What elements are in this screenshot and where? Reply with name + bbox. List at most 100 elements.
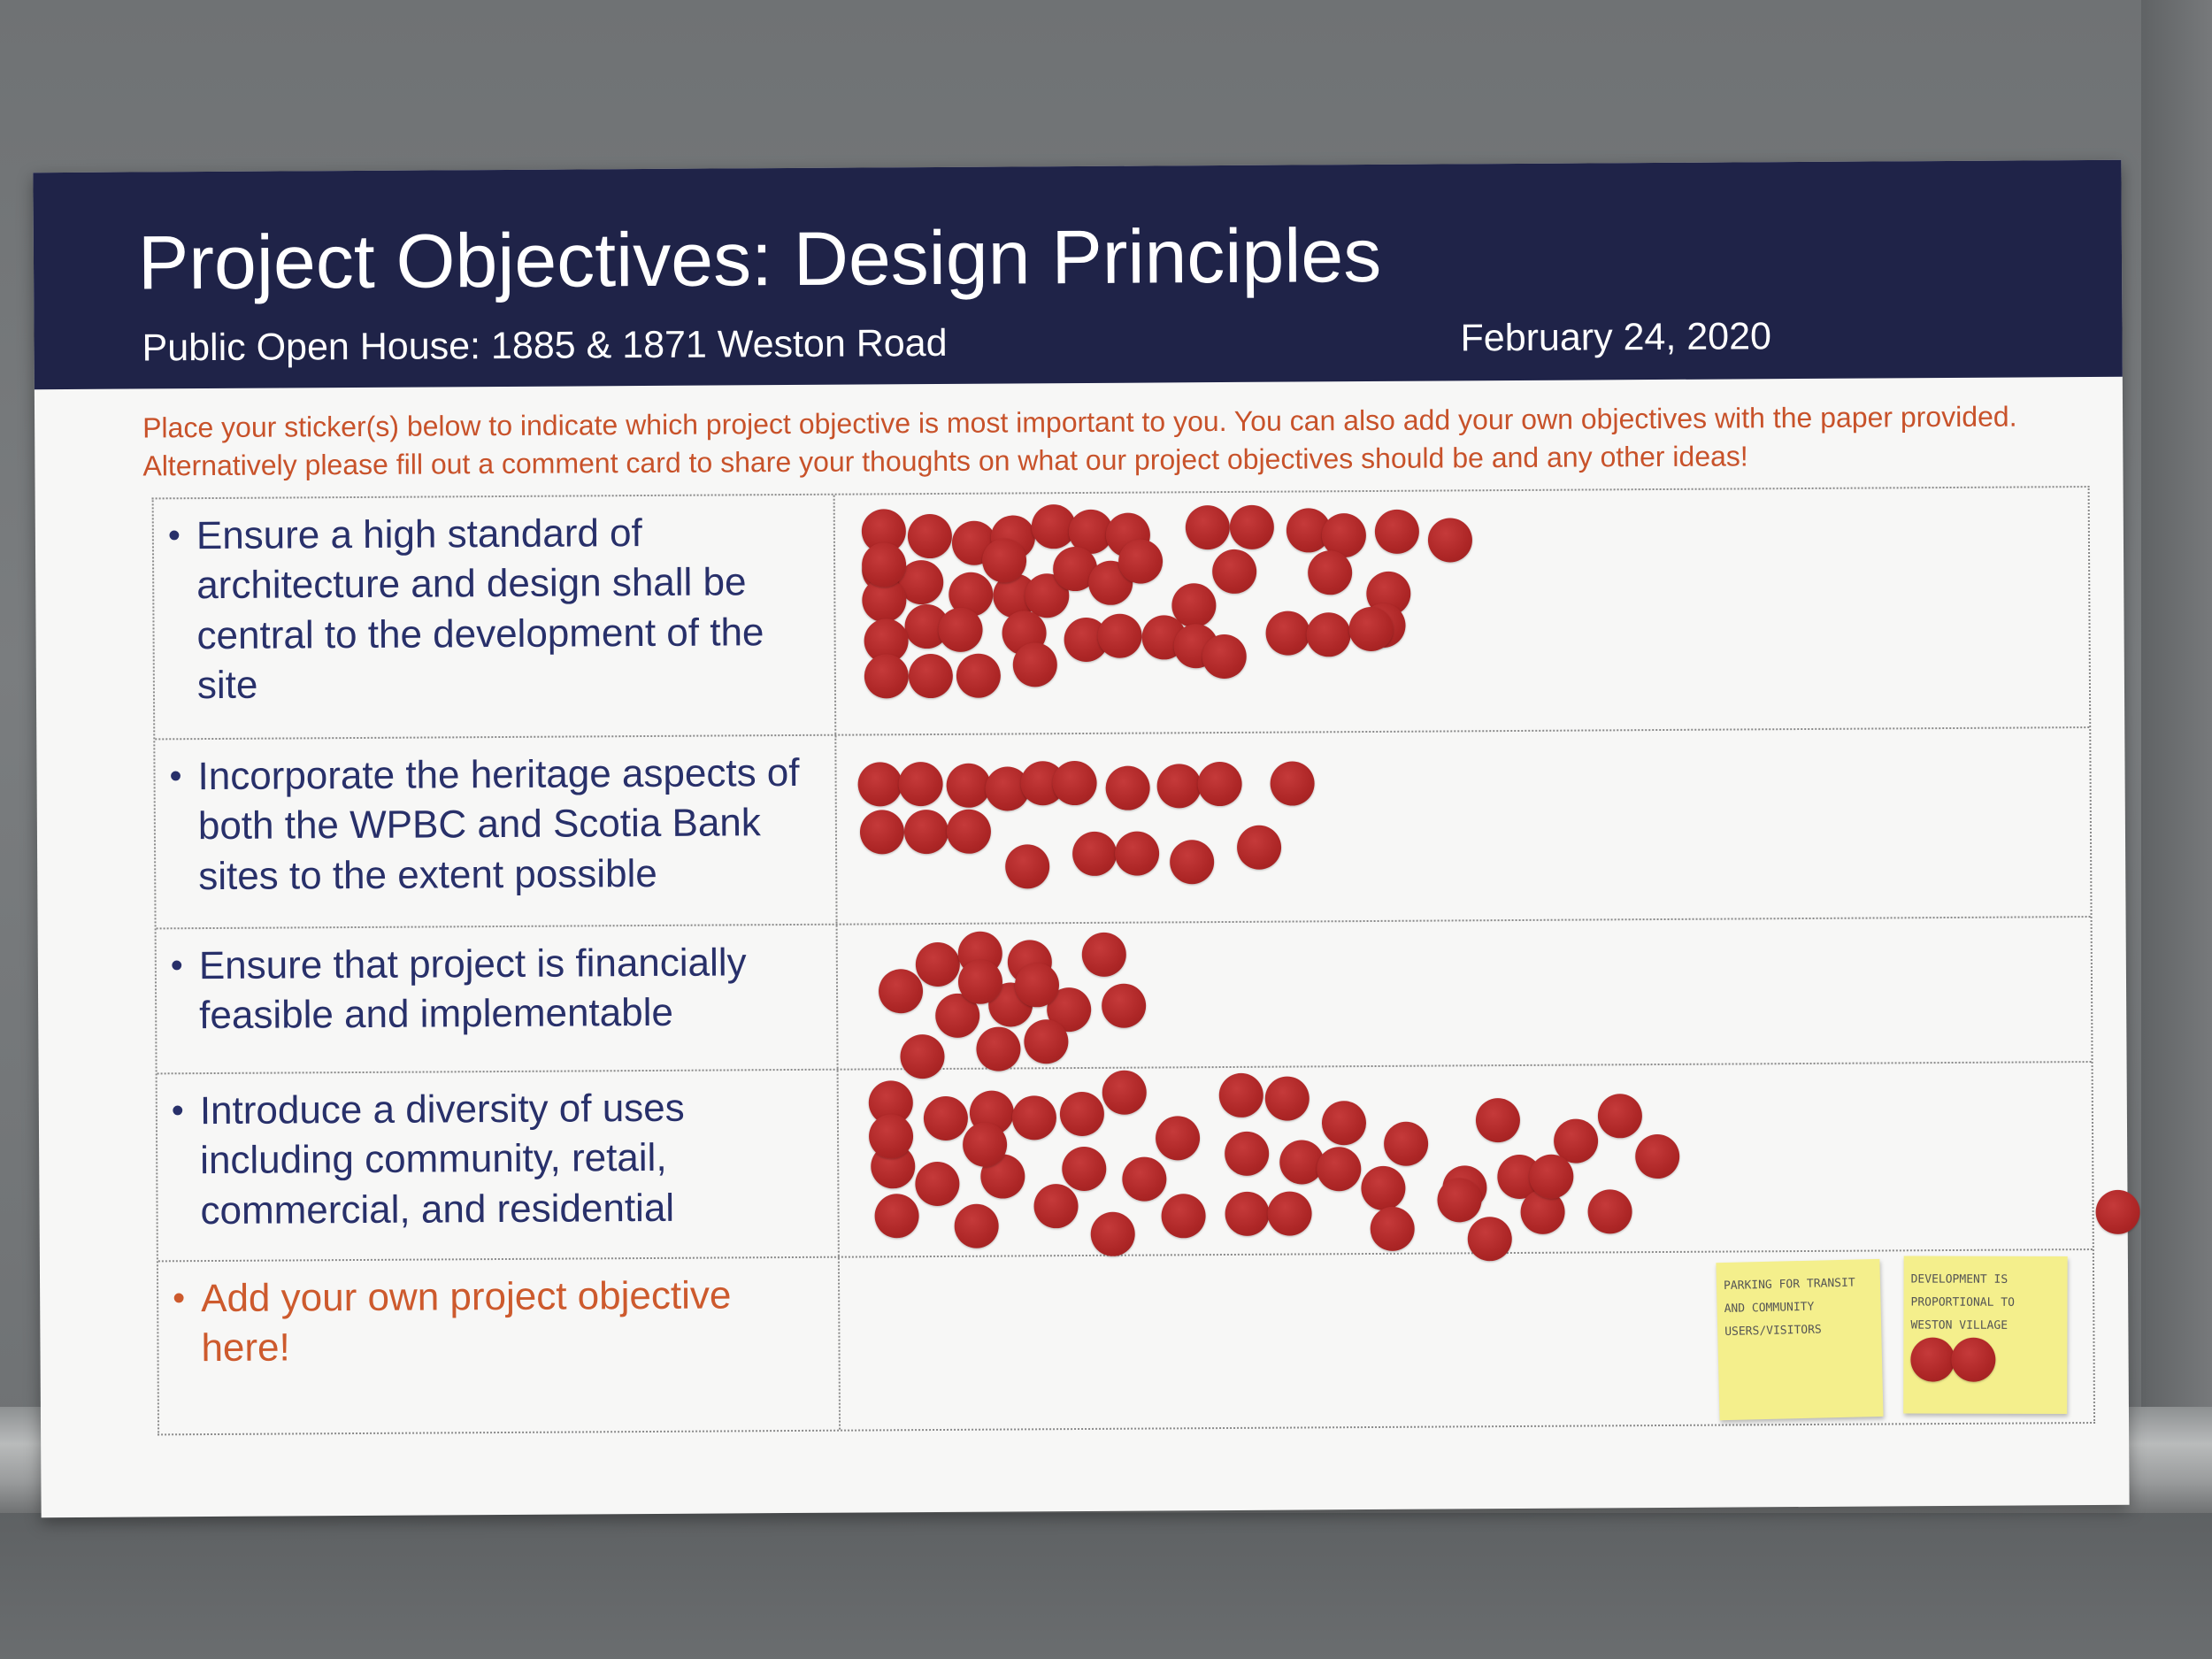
- vote-sticker: [857, 762, 902, 807]
- vote-sticker: [1118, 539, 1164, 584]
- objective-row-add-your-own: • Add your own project objective here! P…: [157, 1250, 2093, 1434]
- vote-sticker: [1270, 761, 1315, 806]
- vote-sticker: [1059, 1091, 1105, 1137]
- vote-sticker: [1156, 764, 1202, 809]
- vote-sticker: [915, 1161, 960, 1207]
- vote-sticker: [898, 761, 943, 807]
- vote-sticker: [1361, 1165, 1406, 1211]
- vote-sticker: [1383, 1121, 1429, 1166]
- instructions-text: Place your sticker(s) below to indicate …: [142, 400, 2017, 482]
- vote-sticker: [1308, 550, 1353, 595]
- vote-sticker: [956, 653, 1002, 698]
- vote-sticker: [1427, 518, 1473, 563]
- vote-sticker: [981, 538, 1027, 583]
- vote-sticker: [946, 763, 991, 808]
- sticker-area-architecture[interactable]: [835, 488, 2090, 734]
- vote-sticker: [1225, 1191, 1270, 1237]
- vote-sticker: [1155, 1116, 1201, 1161]
- vote-sticker: [1267, 1191, 1312, 1236]
- vote-sticker: [1229, 504, 1275, 549]
- vote-sticker: [1062, 1146, 1107, 1192]
- poster-title: Project Objectives: Design Principles: [137, 212, 1382, 306]
- vote-sticker: [903, 809, 949, 855]
- vote-sticker: [1024, 1019, 1069, 1064]
- sticky-note-development[interactable]: Development is proportional to Weston Vi…: [1903, 1256, 2068, 1415]
- objective-label-cell: • Ensure that project is financially fea…: [156, 925, 839, 1073]
- vote-sticker: [878, 969, 924, 1014]
- vote-sticker: [1370, 1206, 1415, 1252]
- vote-sticker: [1202, 634, 1247, 680]
- vote-sticker: [1005, 844, 1050, 889]
- objective-row-financial: • Ensure that project is financially fea…: [156, 918, 2092, 1079]
- vote-sticker: [868, 1114, 914, 1159]
- vote-sticker: [1102, 1070, 1147, 1115]
- objective-label: Ensure a high standard of architecture a…: [196, 511, 764, 708]
- vote-sticker: [1122, 1156, 1167, 1202]
- vote-sticker: [1012, 642, 1057, 687]
- poster-header: Project Objectives: Design Principles Pu…: [33, 159, 2123, 390]
- poster-subtitle: Public Open House: 1885 & 1871 Weston Ro…: [142, 321, 948, 370]
- whiteboard-frame: [2141, 0, 2212, 1504]
- vote-sticker: [1014, 963, 1060, 1008]
- vote-sticker: [1529, 1154, 1574, 1199]
- bullet: •: [167, 516, 181, 556]
- vote-sticker: [1951, 1337, 1996, 1382]
- vote-sticker: [1097, 613, 1142, 658]
- objective-label: Ensure that project is financially feasi…: [198, 941, 747, 1038]
- objective-label-cell: • Incorporate the heritage aspects of bo…: [155, 735, 838, 928]
- objective-row-heritage: • Incorporate the heritage aspects of bo…: [155, 728, 2091, 930]
- vote-sticker: [874, 1194, 919, 1239]
- objective-row-diversity: • Introduce a diversity of uses includin…: [157, 1063, 2140, 1263]
- sticky-note-parking[interactable]: Parking for transit and community users/…: [1716, 1258, 1884, 1421]
- vote-sticker: [1185, 504, 1231, 550]
- bullet: •: [170, 946, 184, 986]
- sticky-note-text: Development is proportional to Weston Vi…: [1910, 1272, 2015, 1333]
- vote-sticker: [1264, 1076, 1310, 1121]
- vote-sticker: [976, 1026, 1021, 1071]
- vote-sticker: [1317, 1147, 1362, 1192]
- vote-sticker: [1475, 1097, 1521, 1143]
- sticker-area-heritage[interactable]: [836, 728, 2090, 924]
- vote-sticker: [1033, 1184, 1079, 1229]
- vote-sticker: [2095, 1189, 2140, 1235]
- sticker-area-add-your-own[interactable]: Parking for transit and community users/…: [840, 1250, 2093, 1430]
- vote-sticker: [915, 941, 961, 987]
- sticker-area-financial[interactable]: [838, 918, 2092, 1079]
- objective-label-cell: • Add your own project objective here!: [157, 1257, 841, 1434]
- vote-sticker: [962, 1122, 1008, 1167]
- vote-sticker: [1081, 932, 1126, 977]
- bullet: •: [169, 757, 182, 796]
- vote-sticker: [1635, 1133, 1680, 1179]
- vote-sticker: [908, 653, 954, 699]
- vote-sticker: [1197, 761, 1242, 807]
- poster-date: February 24, 2020: [1460, 315, 1772, 360]
- vote-sticker: [1170, 840, 1215, 885]
- vote-sticker: [861, 542, 907, 588]
- vote-sticker: [1587, 1189, 1632, 1234]
- vote-sticker: [1090, 1211, 1135, 1256]
- vote-sticker: [1102, 983, 1147, 1028]
- vote-sticker: [1011, 1095, 1057, 1141]
- vote-sticker: [1306, 612, 1351, 657]
- bullet: •: [173, 1279, 186, 1318]
- objective-row-architecture: • Ensure a high standard of architecture…: [153, 488, 2090, 741]
- vote-sticker: [1052, 760, 1097, 806]
- vote-sticker: [923, 1095, 969, 1141]
- vote-sticker: [946, 809, 992, 854]
- objective-label-cell: • Ensure a high standard of architecture…: [153, 495, 837, 739]
- vote-sticker: [1212, 549, 1257, 595]
- vote-sticker: [1597, 1094, 1643, 1139]
- sticker-area-diversity[interactable]: [839, 1063, 2140, 1262]
- objective-label: Incorporate the heritage aspects of both…: [197, 750, 800, 898]
- vote-sticker: [1225, 1131, 1270, 1177]
- bullet: •: [171, 1091, 185, 1131]
- vote-sticker: [1910, 1337, 1955, 1382]
- vote-sticker: [864, 654, 910, 699]
- vote-sticker: [1105, 765, 1150, 810]
- vote-sticker: [907, 513, 953, 559]
- vote-sticker: [1218, 1072, 1263, 1118]
- poster-board: Project Objectives: Design Principles Pu…: [33, 159, 2140, 1518]
- vote-sticker: [1374, 509, 1420, 554]
- vote-sticker: [1236, 825, 1282, 870]
- vote-sticker: [938, 607, 983, 652]
